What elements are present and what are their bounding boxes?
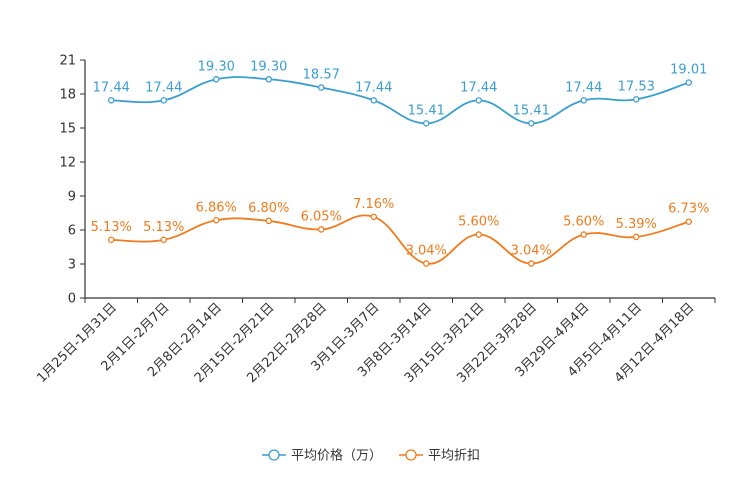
- data-point[interactable]: [108, 236, 115, 244]
- data-point[interactable]: [265, 217, 272, 225]
- data-point[interactable]: [580, 231, 588, 238]
- legend[interactable]: 平均价格（万） 平均折扣: [262, 448, 480, 464]
- data-label: 5.13%: [91, 220, 132, 235]
- legend-marker-icon: [268, 449, 280, 461]
- data-point[interactable]: [633, 233, 640, 241]
- data-point[interactable]: [370, 213, 377, 221]
- legend-marker-icon: [405, 449, 417, 461]
- data-label: 6.80%: [248, 201, 289, 216]
- data-label: 19.30: [250, 59, 287, 74]
- data-label: 15.41: [513, 103, 550, 118]
- data-point[interactable]: [370, 97, 377, 104]
- data-labels: 17.44 17.44 19.30 19.30 18.57 17.44 15.41 17.44…: [91, 59, 710, 258]
- y-tick-label: 12: [59, 156, 76, 171]
- data-point[interactable]: [317, 84, 325, 91]
- y-tick-label: 0: [68, 292, 76, 307]
- data-point[interactable]: [475, 97, 482, 104]
- data-label: 5.39%: [616, 217, 657, 232]
- data-label: 17.53: [618, 79, 655, 94]
- data-point[interactable]: [528, 120, 535, 127]
- data-point[interactable]: [160, 236, 167, 244]
- x-axis: 1月25日-1月31日2月1日-2月7日2月8日-2月14日2月15日-2月21…: [34, 297, 716, 386]
- data-label: 6.05%: [301, 209, 342, 224]
- y-tick-label: 18: [59, 88, 76, 103]
- data-label: 6.73%: [668, 202, 709, 217]
- data-point[interactable]: [685, 218, 693, 225]
- y-tick-label: 3: [68, 258, 76, 273]
- data-point[interactable]: [685, 79, 693, 86]
- data-label: 5.60%: [563, 215, 604, 230]
- y-tick-label: 21: [59, 54, 76, 69]
- legend-label: 平均价格（万）: [291, 448, 382, 464]
- data-point[interactable]: [108, 97, 115, 104]
- legend-item-1[interactable]: 平均折扣: [399, 449, 480, 464]
- data-label: 3.04%: [511, 244, 552, 259]
- data-label: 6.86%: [196, 200, 237, 215]
- data-point[interactable]: [212, 217, 220, 224]
- data-point[interactable]: [265, 76, 272, 83]
- data-label: 17.44: [460, 80, 497, 95]
- y-tick-label: 9: [68, 190, 76, 205]
- data-label: 19.01: [670, 63, 707, 78]
- y-tick-label: 6: [68, 224, 76, 239]
- data-point[interactable]: [475, 231, 482, 238]
- data-point[interactable]: [528, 260, 535, 267]
- data-label: 5.13%: [143, 220, 184, 235]
- data-label: 7.16%: [353, 197, 394, 212]
- data-label: 5.60%: [458, 215, 499, 230]
- data-point[interactable]: [633, 96, 640, 103]
- y-axis: 0 3 6 9 12 15 18 21: [59, 54, 86, 307]
- data-label: 17.44: [93, 80, 130, 95]
- data-label: 17.44: [145, 80, 182, 95]
- data-point[interactable]: [212, 76, 220, 83]
- data-point[interactable]: [160, 97, 167, 104]
- data-label: 17.44: [355, 80, 392, 95]
- data-label: 18.57: [303, 68, 340, 83]
- data-point[interactable]: [317, 226, 325, 233]
- y-tick-label: 15: [59, 122, 76, 137]
- legend-item-0[interactable]: 平均价格（万）: [262, 448, 382, 464]
- data-label: 19.30: [198, 59, 235, 74]
- data-label: 15.41: [408, 103, 445, 118]
- data-label: 17.44: [565, 80, 602, 95]
- legend-label: 平均折扣: [428, 449, 480, 464]
- data-point[interactable]: [422, 120, 430, 127]
- data-label: 3.04%: [406, 244, 447, 259]
- data-point[interactable]: [422, 260, 430, 267]
- data-point[interactable]: [580, 97, 588, 104]
- series-area: [108, 76, 693, 267]
